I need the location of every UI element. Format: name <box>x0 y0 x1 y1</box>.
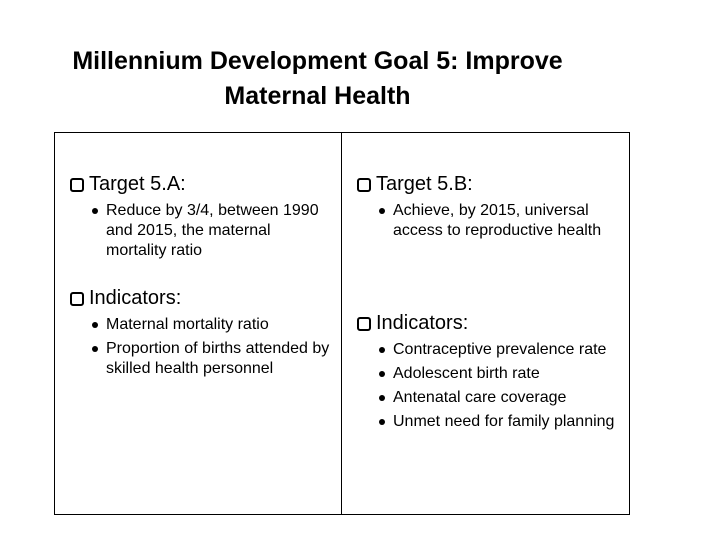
bullet-item: Achieve, by 2015, universal access to re… <box>355 201 623 241</box>
bullet-item: Contraceptive prevalence rate <box>355 340 623 360</box>
bullet-text: Contraceptive prevalence rate <box>393 341 607 358</box>
bullet-dot <box>379 371 385 377</box>
bullet-dot <box>92 208 98 214</box>
bullet-item: Unmet need for family planning <box>355 412 623 432</box>
bullet-dot <box>379 419 385 425</box>
checkbox-icon <box>70 178 84 192</box>
heading-text: Target 5.A: <box>89 173 186 195</box>
heading-text: Target 5.B: <box>376 173 473 195</box>
checkbox-icon <box>357 178 371 192</box>
bullet-list: Maternal mortality ratio Proportion of bi… <box>68 315 330 379</box>
bullet-dot <box>92 346 98 352</box>
section: Indicators: Maternal mortality ratio Propo… <box>68 285 330 383</box>
column-divider <box>341 132 342 515</box>
bullet-dot <box>379 395 385 401</box>
section: Target 5.B: Achieve, by 2015, universal a… <box>355 171 623 245</box>
section: Indicators: Contraceptive prevalence rate… <box>355 310 623 436</box>
bullet-text: Adolescent birth rate <box>393 365 540 382</box>
checkbox-icon <box>357 317 371 331</box>
section-heading: Target 5.B: <box>355 171 623 197</box>
bullet-text: Antenatal care coverage <box>393 389 567 406</box>
content-frame <box>54 132 630 515</box>
bullet-text: Reduce by 3/4, between 1990 and 2015, th… <box>106 202 319 259</box>
heading-text: Indicators: <box>89 287 182 309</box>
section-heading: Target 5.A: <box>68 171 330 197</box>
bullet-text: Proportion of births attended by skilled… <box>106 340 330 377</box>
bullet-list: Reduce by 3/4, between 1990 and 2015, th… <box>68 201 330 261</box>
bullet-text: Achieve, by 2015, universal access to re… <box>393 202 602 239</box>
bullet-dot <box>92 322 98 328</box>
section-heading: Indicators: <box>355 310 623 336</box>
bullet-text: Unmet need for family planning <box>393 413 615 430</box>
bullet-item: Maternal mortality ratio <box>68 315 330 335</box>
bullet-item: Proportion of births attended by skilled… <box>68 339 330 379</box>
bullet-item: Antenatal care coverage <box>355 388 623 408</box>
bullet-dot <box>379 208 385 214</box>
section-heading: Indicators: <box>68 285 330 311</box>
section: Target 5.A: Reduce by 3/4, between 1990 a… <box>68 171 330 265</box>
heading-text: Indicators: <box>376 312 469 334</box>
bullet-text: Maternal mortality ratio <box>106 316 269 333</box>
bullet-list: Contraceptive prevalence rate Adolescent … <box>355 340 623 432</box>
slide-title: Millennium Development Goal 5: Improve M… <box>72 47 563 110</box>
checkbox-icon <box>70 292 84 306</box>
bullet-list: Achieve, by 2015, universal access to re… <box>355 201 623 241</box>
bullet-item: Adolescent birth rate <box>355 364 623 384</box>
bullet-dot <box>379 347 385 353</box>
bullet-item: Reduce by 3/4, between 1990 and 2015, th… <box>68 201 330 261</box>
